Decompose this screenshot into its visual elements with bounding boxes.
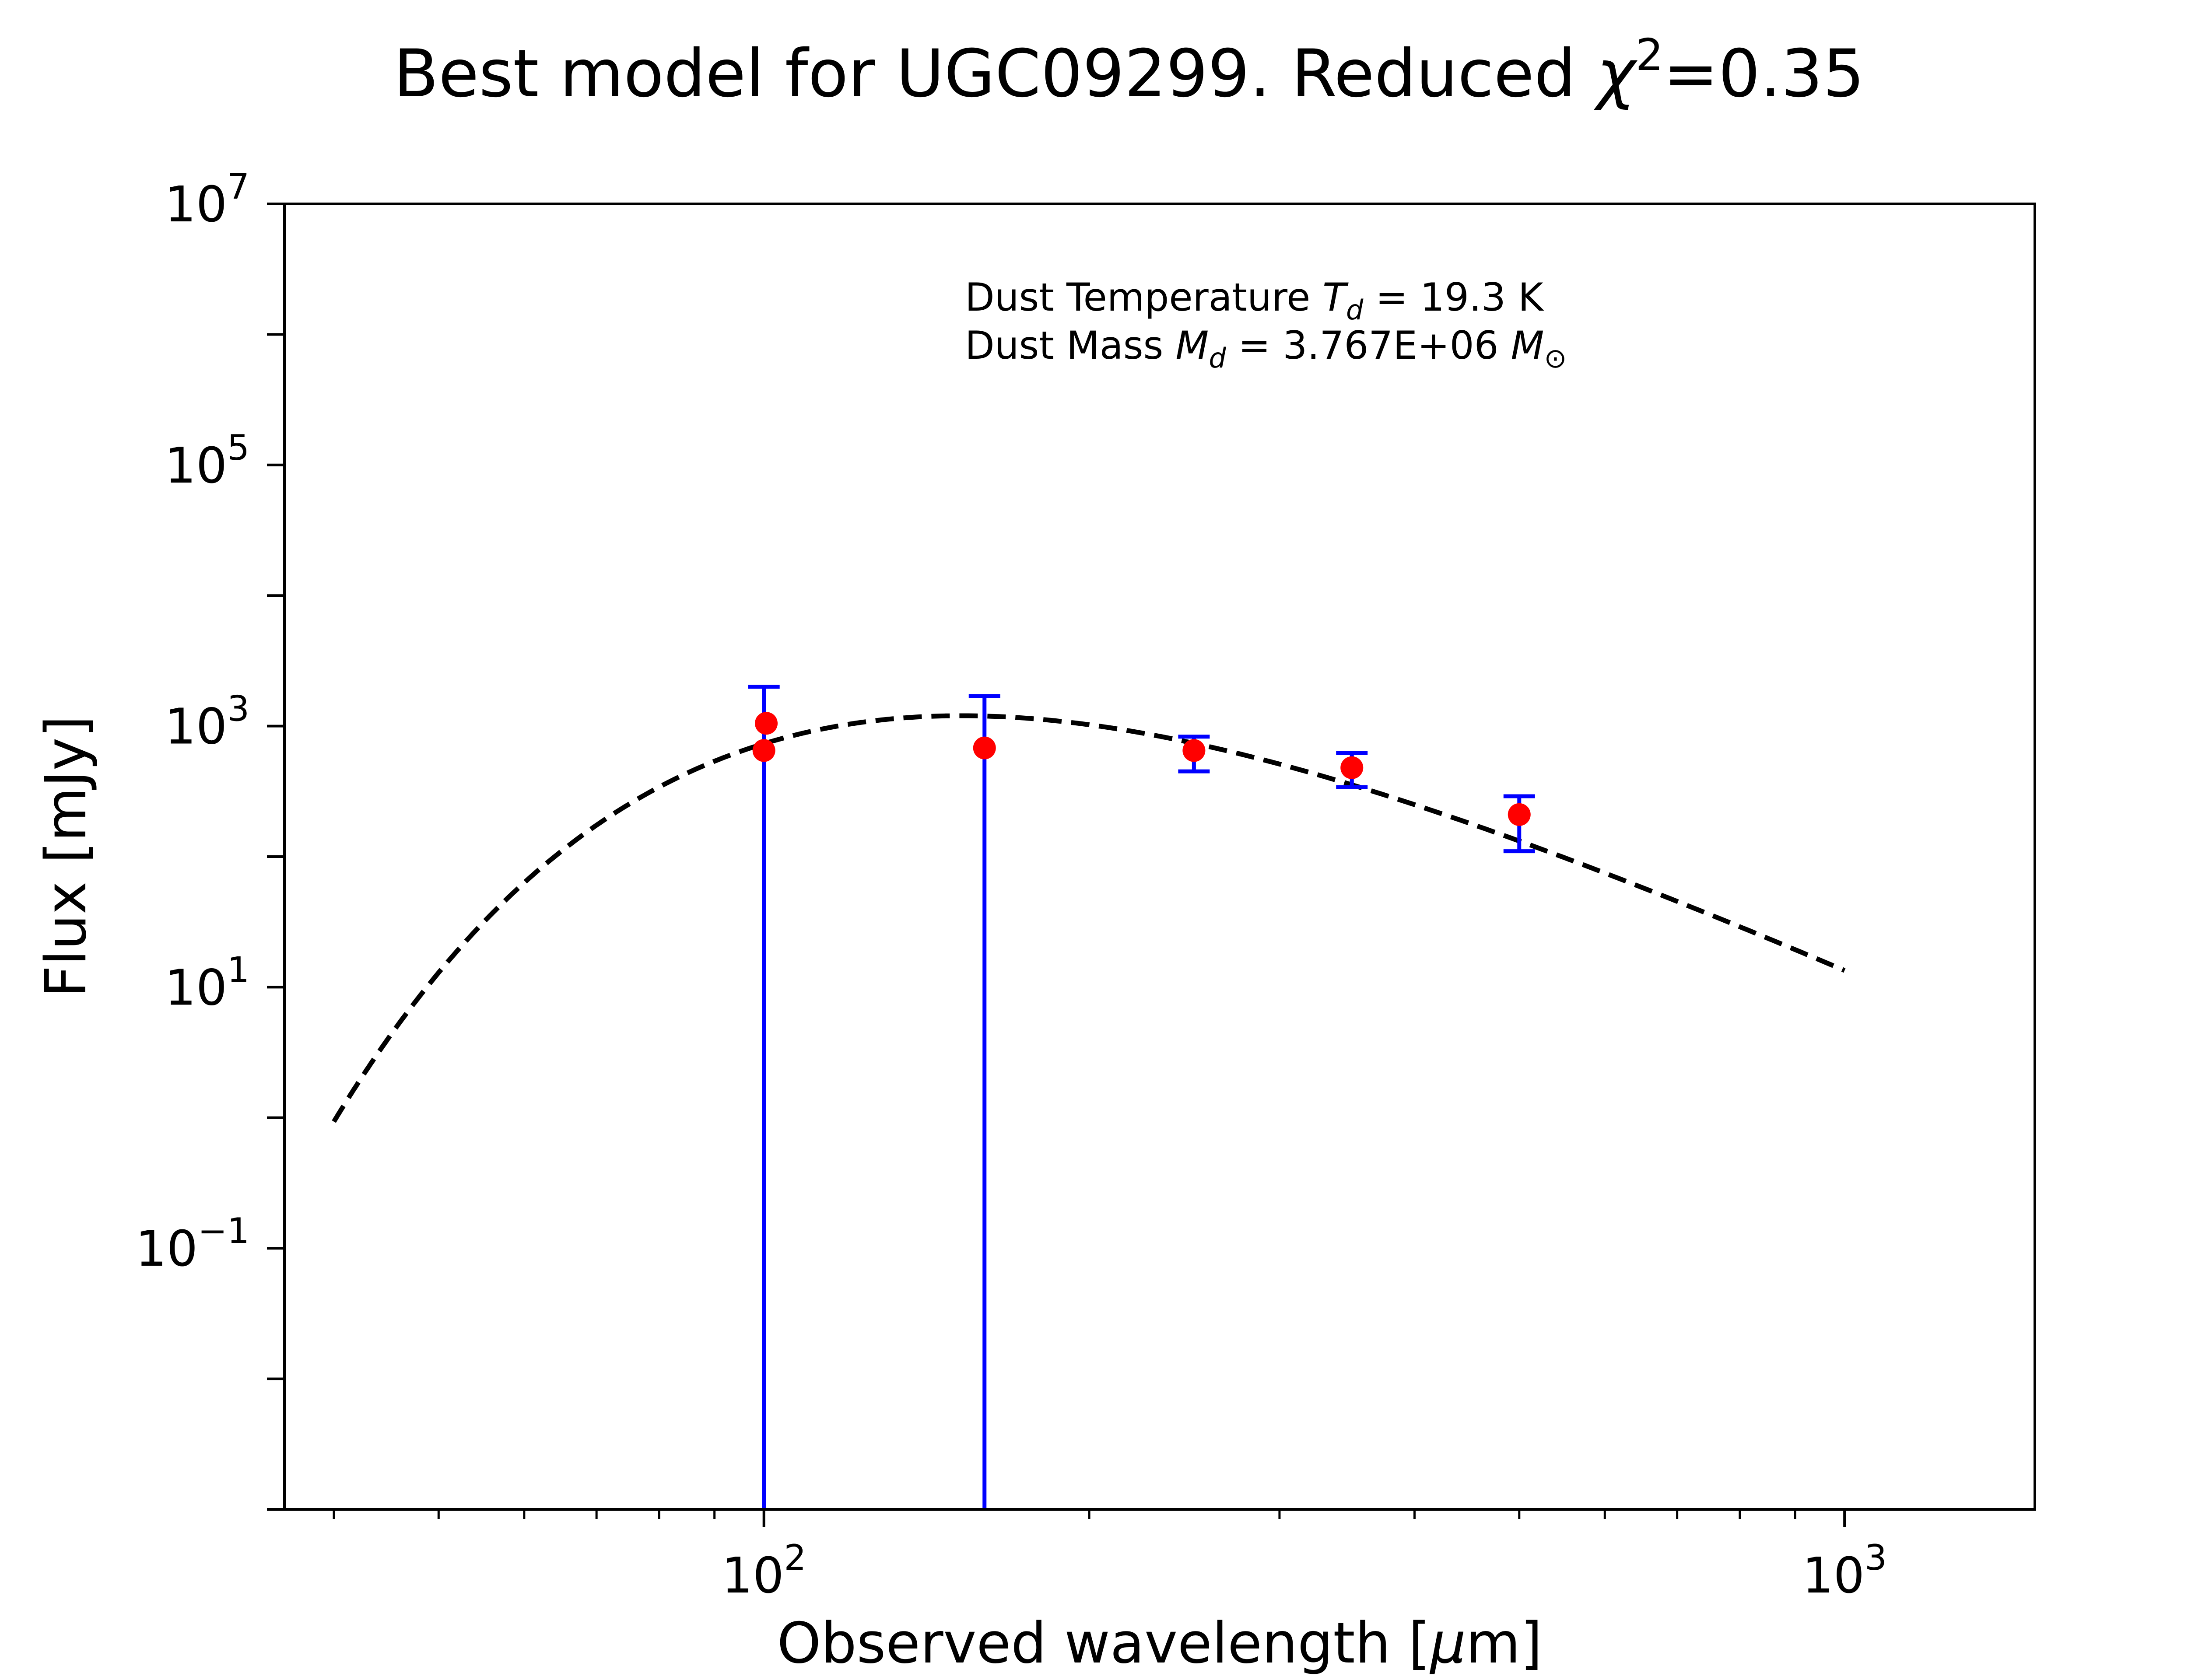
x-axis-label-suffix: m]: [1466, 1611, 1543, 1676]
x-axis-label: Observed wavelength [μm]: [777, 1611, 1543, 1676]
errorbar-layer: [748, 685, 1535, 1509]
x-tick-label-0: 102: [722, 1537, 806, 1604]
data-point-5: [1508, 803, 1531, 826]
chart-title: Best model for UGC09299. Reduced χ2=0.35: [393, 29, 1865, 112]
chart-title-superscript: 2: [1636, 29, 1664, 80]
x-tick-label-1: 103: [1802, 1537, 1886, 1604]
annotation-line-1-suffix: = 19.3 K: [1363, 275, 1544, 320]
model-curve: [332, 713, 1846, 1123]
data-points-layer: [752, 712, 1531, 826]
annotation-line-2-unit-sub: ⊙: [1544, 342, 1567, 374]
data-point-3: [1182, 739, 1206, 762]
annotation-line-2-symbol: M: [1175, 323, 1209, 368]
y-tick-label-4: 107: [165, 166, 249, 233]
plot-frame: [283, 203, 2036, 1511]
data-point-4: [1340, 756, 1364, 779]
y-tick-label-1: 101: [165, 949, 249, 1016]
annotation-line-2-value: = 3.767E+06: [1226, 323, 1511, 368]
annotation-line-2-sub: d: [1209, 342, 1226, 374]
annotation-line-1: Dust Temperature Td = 19.3 K: [965, 275, 1544, 326]
y-tick-label-3: 105: [165, 427, 249, 494]
y-tick-label-0: 10−1: [136, 1211, 249, 1278]
annotation-line-1-prefix: Dust Temperature: [965, 275, 1322, 320]
data-point-0: [752, 739, 775, 762]
annotation-line-1-symbol: T: [1322, 275, 1349, 320]
data-point-2: [973, 736, 996, 760]
x-axis-label-prefix: Observed wavelength [: [777, 1611, 1431, 1676]
y-tick-label-2: 103: [165, 689, 249, 756]
x-axis-ticks: 102 103: [333, 1509, 1887, 1604]
annotation-line-2-prefix: Dust Mass: [965, 323, 1175, 368]
annotation-line-2: Dust Mass Md = 3.767E+06 M⊙: [965, 323, 1567, 374]
annotation-line-2-unit-symbol: M: [1511, 323, 1544, 368]
chart-title-prefix: Best model for UGC09299. Reduced: [393, 36, 1597, 112]
y-axis-ticks: 10−1 101 103 105 107: [136, 166, 284, 1511]
y-axis-label: Flux [mJy]: [34, 716, 99, 998]
annotation: Dust Temperature Td = 19.3 K Dust Mass M…: [965, 275, 1567, 374]
chart-title-symbol: χ: [1594, 36, 1638, 112]
x-axis-label-symbol: μ: [1429, 1611, 1466, 1676]
chart-title-suffix: =0.35: [1663, 36, 1865, 112]
data-point-1: [755, 712, 778, 735]
annotation-line-1-sub: d: [1346, 294, 1364, 326]
model-curve-layer: [332, 713, 1846, 1123]
